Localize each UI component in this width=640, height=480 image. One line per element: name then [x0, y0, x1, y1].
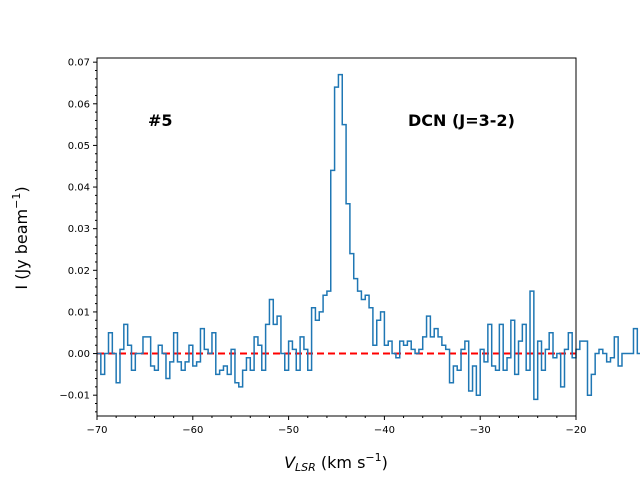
x-tick-label: −40	[374, 425, 395, 436]
y-axis-label-end: )	[12, 186, 31, 192]
y-tick-label: 0.04	[68, 183, 90, 194]
x-tick-label: −70	[86, 425, 107, 436]
y-tick-label: 0.00	[68, 349, 90, 360]
axis-ticks: −70 −60 −50 −40 −30 −20 −0.01 0.00 0.01 0.02 0.03 0…	[59, 58, 586, 436]
y-tick-label: 0.07	[68, 58, 90, 69]
x-tick-label: −60	[182, 425, 203, 436]
y-tick-label: 0.02	[68, 266, 90, 277]
y-tick-label: 0.03	[68, 224, 90, 235]
x-tick-label: −30	[470, 425, 491, 436]
x-axis-label-unit: (km s	[316, 453, 366, 472]
x-tick-label: −50	[278, 425, 299, 436]
y-tick-label: 0.06	[68, 99, 90, 110]
x-axis-label: VLSR (km s−1)	[284, 451, 388, 474]
y-axis-label-main: I (Jy beam	[12, 209, 31, 290]
x-tick-label: −20	[565, 425, 586, 436]
plot-area	[97, 73, 640, 401]
x-axis-label-end: )	[382, 453, 388, 472]
x-axis-label-v: V	[284, 453, 296, 472]
y-tick-label: −0.01	[59, 391, 90, 402]
annotation-left: #5	[148, 111, 173, 130]
y-tick-label: 0.05	[68, 141, 90, 152]
series-line-spectrum	[97, 73, 640, 401]
x-axis-label-sup: −1	[365, 451, 381, 464]
x-axis-label-sub: LSR	[295, 461, 316, 474]
plot-frame	[96, 57, 577, 417]
y-tick-label: 0.01	[68, 307, 90, 318]
annotation-right: DCN (J=3-2)	[408, 111, 515, 130]
y-axis-label-sup: −1	[10, 193, 23, 209]
y-axis-label: I (Jy beam−1)	[10, 186, 31, 289]
